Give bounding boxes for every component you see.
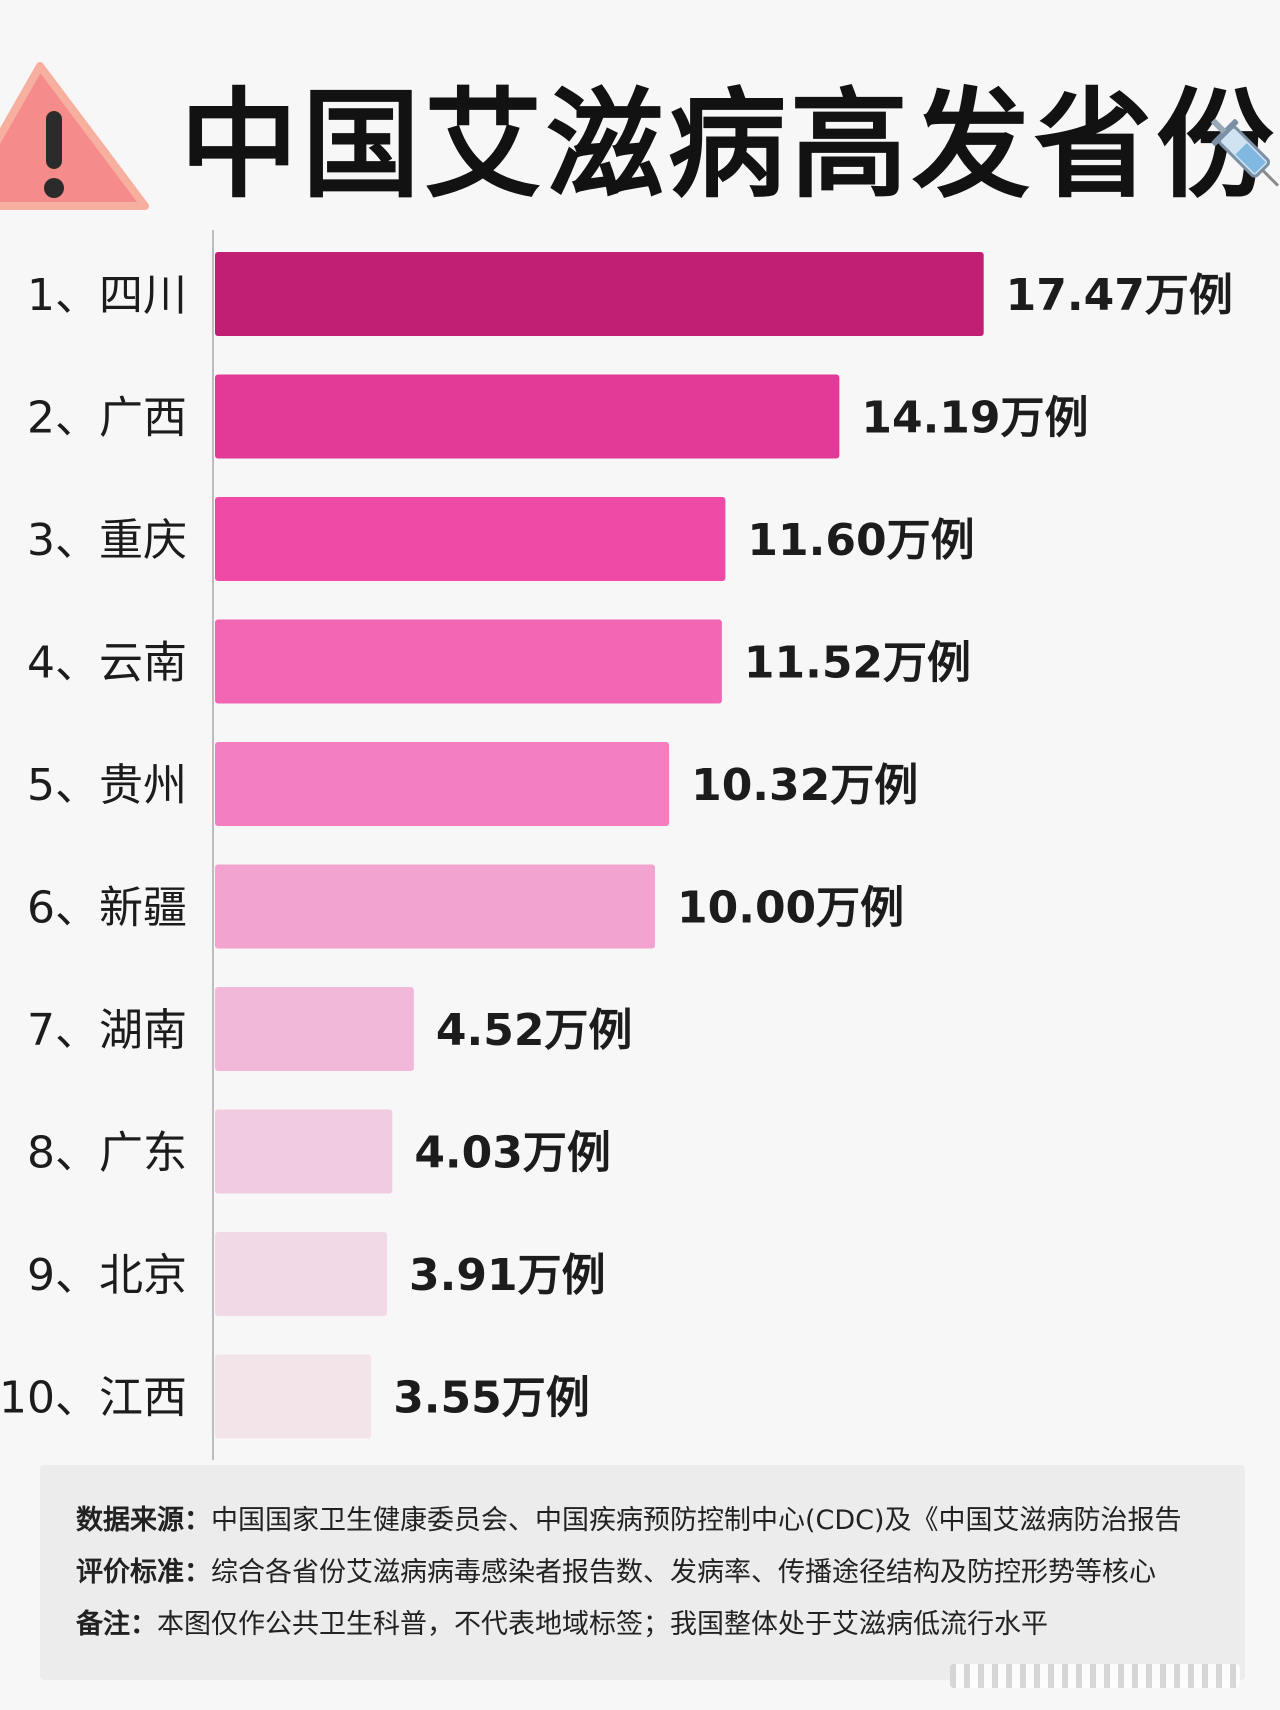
note-data-source: 数据来源：中国国家卫生健康委员会、中国疾病预防控制中心(CDC)及《中国艾滋病防…: [76, 1503, 1182, 1539]
value-label: 17.47万例: [1006, 270, 1233, 321]
syringe-icon: [1210, 118, 1280, 187]
title-row: 中国艾滋病高发省份: [0, 0, 1280, 230]
category-label: 8、广东: [27, 1128, 187, 1179]
bar: [215, 252, 984, 336]
note-criteria-key: 评价标准：: [76, 1557, 211, 1588]
value-label: 4.52万例: [436, 1005, 633, 1056]
value-label: 14.19万例: [861, 393, 1088, 444]
bar: [215, 742, 670, 826]
value-label: 3.91万例: [409, 1250, 606, 1301]
category-label: 2、广西: [27, 393, 187, 444]
note-criteria-text: 综合各省份艾滋病病毒感染者报告数、发病率、传播途径结构及防控形势等核心: [211, 1557, 1156, 1588]
watermark-strip: [950, 1664, 1240, 1688]
note-remark-key: 备注：: [76, 1609, 157, 1640]
note-remark: 备注：本图仅作公共卫生科普，不代表地域标签；我国整体处于艾滋病低流行水平: [76, 1607, 1048, 1643]
bar: [215, 374, 840, 459]
note-remark-text: 本图仅作公共卫生科普，不代表地域标签；我国整体处于艾滋病低流行水平: [157, 1609, 1048, 1640]
category-label: 3、重庆: [27, 515, 187, 566]
category-label: 1、四川: [27, 270, 187, 321]
bar: [215, 987, 414, 1071]
bar: [215, 1354, 372, 1439]
value-label: 11.52万例: [744, 638, 971, 689]
bar: [215, 1109, 393, 1194]
category-label: 9、北京: [27, 1250, 187, 1301]
category-label: 10、江西: [0, 1373, 187, 1424]
value-label: 11.60万例: [747, 515, 974, 566]
bar-chart-svg: 1、四川 17.47万例 2、广西 14.19万例 3、重庆 11.60万例 4、云南 11.…: [0, 230, 1233, 1460]
warning-icon: [0, 62, 149, 210]
category-label: 7、湖南: [27, 1005, 187, 1056]
bar: [215, 864, 655, 949]
bar: [215, 619, 722, 704]
category-label: 6、新疆: [27, 883, 187, 934]
note-data-source-text: 中国国家卫生健康委员会、中国疾病预防控制中心(CDC)及《中国艾滋病防治报告: [211, 1505, 1182, 1536]
bar: [215, 1232, 388, 1316]
source-notes-panel: 数据来源：中国国家卫生健康委员会、中国疾病预防控制中心(CDC)及《中国艾滋病防…: [40, 1465, 1245, 1680]
value-label: 10.32万例: [691, 760, 918, 811]
note-criteria: 评价标准：综合各省份艾滋病病毒感染者报告数、发病率、传播途径结构及防控形势等核心: [76, 1555, 1156, 1591]
bar: [215, 497, 726, 581]
category-label: 4、云南: [27, 638, 187, 689]
category-label: 5、贵州: [27, 760, 187, 811]
value-label: 10.00万例: [677, 883, 904, 934]
value-label: 4.03万例: [414, 1128, 611, 1179]
page-title: 中国艾滋病高发省份: [180, 76, 1279, 214]
bar-chart: 1、四川 17.47万例 2、广西 14.19万例 3、重庆 11.60万例 4、云南 11.…: [0, 230, 1280, 1460]
value-label: 3.55万例: [393, 1373, 590, 1424]
note-data-source-key: 数据来源：: [76, 1505, 211, 1536]
